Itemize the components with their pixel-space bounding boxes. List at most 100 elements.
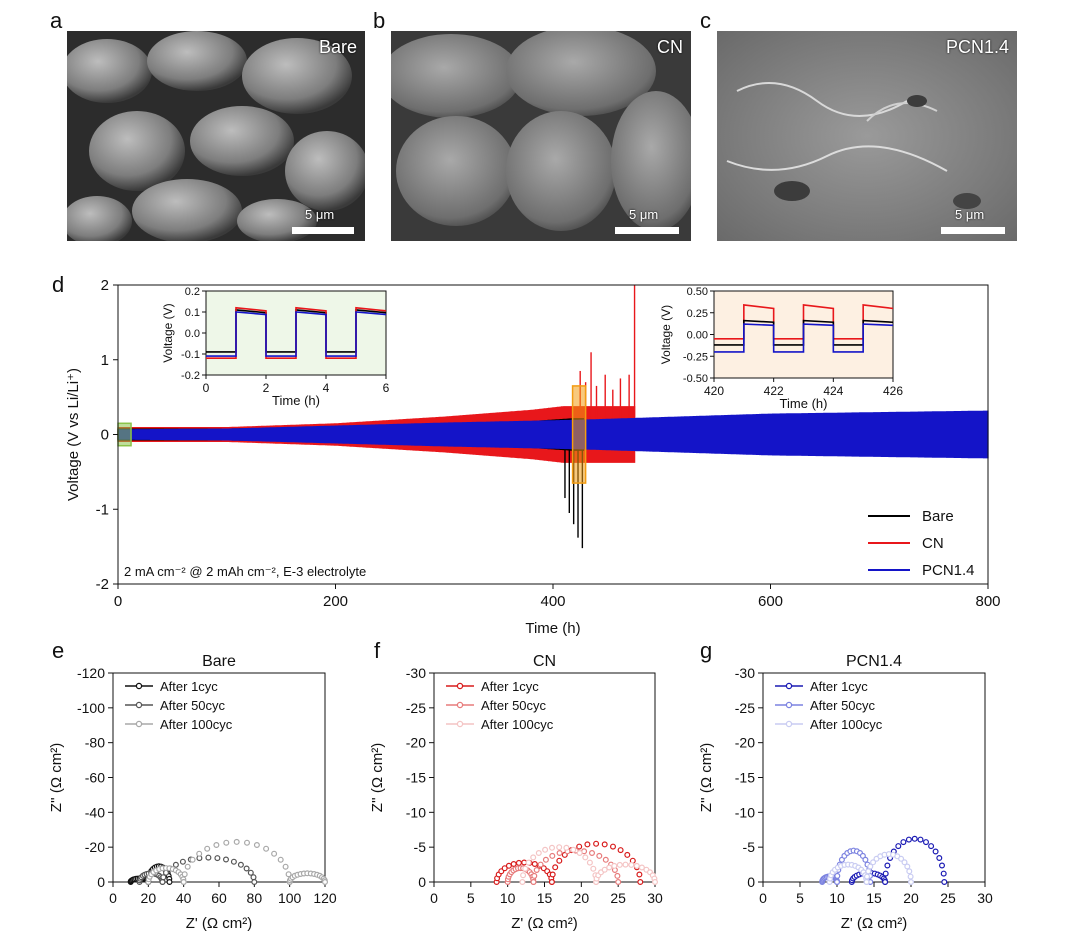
- impedance-point: [593, 840, 600, 847]
- x-tick-label: 30: [647, 890, 663, 906]
- panel-letter-c: c: [700, 8, 711, 33]
- legend-label: After 50cyc: [810, 698, 876, 713]
- impedance-point: [584, 841, 591, 848]
- impedance-point: [582, 854, 589, 861]
- inset-y-tick-label: -0.2: [181, 370, 200, 382]
- nyquist-title: CN: [533, 653, 556, 670]
- impedance-point: [223, 839, 230, 846]
- impedance-point: [522, 865, 529, 872]
- sem-texture-cn: [391, 31, 691, 241]
- impedance-point: [542, 846, 549, 853]
- impedance-point: [636, 871, 643, 878]
- impedance-point: [928, 843, 935, 850]
- inset-x-axis-label: Time (h): [272, 393, 320, 408]
- y-tick-label: 0: [97, 874, 105, 890]
- nyquist-title: PCN1.4: [846, 653, 902, 670]
- x-tick-label: 120: [313, 890, 337, 906]
- highlight-box: [117, 422, 132, 447]
- impedance-point: [277, 856, 284, 863]
- inset-y-tick-label: 0.25: [687, 308, 708, 320]
- legend-marker: [456, 720, 464, 728]
- impedance-point: [179, 858, 186, 865]
- sem-image-pcn: PCN1.4 5 μm: [717, 31, 1017, 241]
- impedance-point: [533, 866, 540, 873]
- y-axis-label: Z'' (Ω cm²): [698, 743, 715, 812]
- y-tick-label: -30: [735, 665, 755, 681]
- nyquist-title: Bare: [202, 653, 236, 670]
- condition-annotation: 2 mA cm⁻² @ 2 mAh cm⁻², E-3 electrolyte: [124, 564, 366, 579]
- y-tick-label: 1: [101, 352, 109, 369]
- impedance-point: [530, 854, 537, 861]
- legend-label: After 100cyc: [810, 717, 883, 732]
- impedance-point: [601, 866, 608, 873]
- legend-marker: [785, 682, 793, 690]
- impedance-point: [907, 878, 914, 885]
- impedance-point: [519, 878, 526, 885]
- impedance-point: [250, 874, 257, 881]
- legend-label: After 50cyc: [160, 698, 226, 713]
- impedance-point: [624, 851, 631, 858]
- y-tick-label: -10: [735, 804, 755, 820]
- impedance-point: [917, 836, 924, 843]
- inset-y-tick-label: 0.2: [185, 286, 200, 298]
- sem-image-bare: Bare 5 μm: [67, 31, 365, 241]
- impedance-point: [586, 859, 593, 866]
- impedance-point: [601, 841, 608, 848]
- impedance-point: [563, 844, 570, 851]
- impedance-point: [181, 871, 188, 878]
- scale-bar: [615, 227, 679, 234]
- impedance-point: [905, 836, 912, 843]
- impedance-point: [263, 845, 270, 852]
- impedance-point: [834, 872, 841, 879]
- impedance-point: [184, 863, 191, 870]
- y-tick-label: -25: [406, 700, 426, 716]
- x-tick-label: 100: [278, 890, 302, 906]
- y-tick-label: 0: [101, 427, 109, 444]
- impedance-point: [898, 855, 905, 862]
- x-tick-label: 10: [500, 890, 516, 906]
- impedance-point: [549, 871, 556, 878]
- impedance-point: [906, 868, 913, 875]
- impedance-point: [576, 843, 583, 850]
- impedance-point: [322, 878, 329, 885]
- impedance-point: [271, 850, 278, 857]
- x-axis-label: Time (h): [525, 620, 580, 637]
- y-tick-label: 0: [747, 874, 755, 890]
- impedance-point: [904, 863, 911, 870]
- inset-y-tick-label: 0.00: [687, 330, 708, 342]
- impedance-point: [936, 854, 943, 861]
- impedance-point: [882, 878, 889, 885]
- impedance-point: [549, 852, 556, 859]
- inset-y-tick-label: -0.1: [181, 349, 200, 361]
- x-axis-label: Z' (Ω cm²): [841, 915, 908, 932]
- scale-bar-label: 5 μm: [305, 207, 335, 222]
- impedance-point: [922, 839, 929, 846]
- impedance-point: [520, 872, 527, 879]
- sem-label-cn: CN: [657, 37, 683, 57]
- impedance-point: [622, 861, 629, 868]
- impedance-point: [556, 857, 563, 864]
- impedance-point: [895, 843, 902, 850]
- impedance-point: [537, 861, 544, 868]
- impedance-point: [160, 874, 167, 881]
- impedance-point: [243, 865, 250, 872]
- impedance-point: [505, 862, 512, 869]
- legend-label: After 100cyc: [481, 717, 554, 732]
- impedance-point: [570, 846, 577, 853]
- panel-letter-e: e: [52, 638, 65, 663]
- impedance-point: [863, 873, 870, 880]
- panel-letter-f: f: [374, 638, 381, 663]
- impedance-point: [614, 872, 621, 879]
- impedance-point: [606, 864, 613, 871]
- inset-y-tick-label: -0.50: [683, 373, 708, 385]
- y-tick-label: -20: [406, 735, 426, 751]
- panel-letter-b: b: [373, 8, 386, 33]
- inset-y-tick-label: 0.0: [185, 328, 200, 340]
- y-tick-label: -40: [85, 804, 105, 820]
- legend-marker: [135, 701, 143, 709]
- inset-x-tick-label: 6: [383, 381, 390, 395]
- legend-marker: [456, 701, 464, 709]
- impedance-point: [531, 872, 538, 879]
- impedance-point: [244, 839, 251, 846]
- impedance-point: [213, 841, 220, 848]
